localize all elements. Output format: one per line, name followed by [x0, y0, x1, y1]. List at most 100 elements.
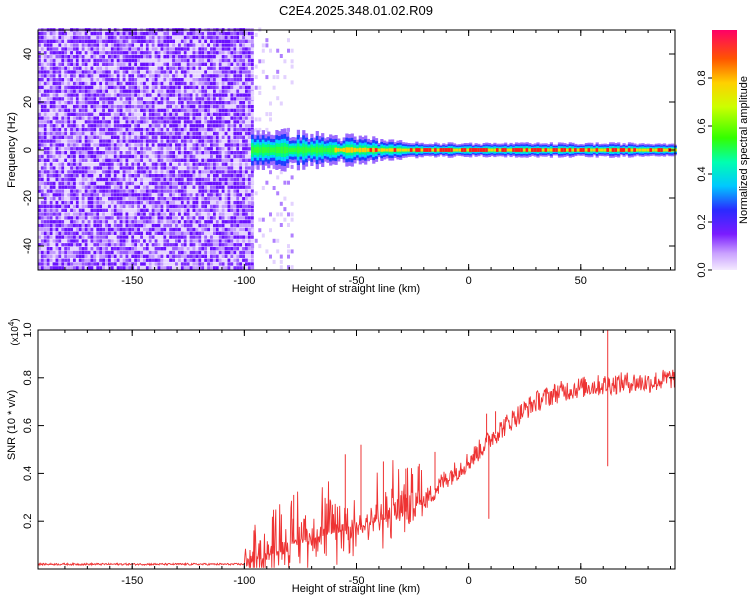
spectrogram-cell — [125, 104, 129, 109]
spectrogram-cell — [70, 151, 73, 155]
spectrogram-cell — [84, 112, 88, 116]
spectrogram-cell — [40, 55, 44, 59]
spectrogram-cell — [224, 220, 228, 224]
spectrogram-cell — [230, 62, 234, 66]
spectrogram-cell — [140, 193, 143, 197]
spectrogram-cell — [43, 158, 47, 162]
spectrogram-cell — [180, 220, 184, 224]
spectrogram-cell — [113, 262, 117, 266]
spectrogram-cell — [140, 243, 143, 247]
spectrogram-cell — [61, 74, 65, 78]
spectrogram-cell — [52, 197, 56, 201]
spectrogram-cell — [183, 124, 187, 128]
spectrogram-cell — [119, 131, 123, 136]
spectrogram-cell — [125, 258, 129, 262]
spectrogram-cell — [64, 235, 68, 239]
spectrogram-cell — [102, 239, 105, 243]
spectrogram-cell — [87, 104, 91, 109]
spectrogram-cell — [175, 239, 178, 243]
spectrogram-cell — [108, 170, 111, 174]
spectrogram-cell — [227, 204, 231, 209]
spectrogram-cell — [87, 189, 91, 193]
spectrogram-cell — [154, 216, 158, 220]
spectrogram-cell — [140, 177, 143, 182]
spectrogram-cell — [61, 162, 65, 166]
spectrogram-cell — [87, 220, 91, 224]
spectrogram-cell — [137, 78, 140, 82]
spectrogram-cell — [198, 204, 202, 209]
spectrogram-cell — [116, 143, 120, 147]
spectrogram-cell — [154, 35, 158, 40]
spectrogram-cell — [198, 185, 202, 189]
spectrogram-cell — [233, 43, 237, 47]
spectrogram-cell — [145, 31, 149, 36]
spectrogram-cell — [218, 197, 222, 201]
spectrogram-cell — [143, 239, 146, 243]
spectrogram-cell — [61, 208, 65, 212]
spectrogram-cell — [227, 124, 231, 128]
spectrogram-cell — [38, 235, 41, 239]
spectrogram-cell — [73, 120, 76, 124]
spectrogram-cell — [61, 116, 65, 120]
spectrogram-cell — [210, 166, 213, 170]
spectrogram-cell — [175, 181, 178, 186]
spectrogram-cell — [70, 189, 73, 193]
spectrogram-cell — [242, 181, 245, 186]
spectrogram-cell — [261, 217, 265, 222]
spectrogram-cell — [242, 135, 245, 139]
spectrogram-cell — [180, 266, 184, 270]
spectrogram-cell — [78, 81, 82, 86]
spectrogram-cell — [180, 158, 184, 162]
spectrogram-cell — [163, 239, 167, 243]
spectrogram-cell — [247, 250, 251, 255]
spectrogram-cell — [151, 189, 155, 193]
spectrogram-cell — [119, 81, 123, 86]
spectrogram-cell — [61, 247, 65, 251]
spectrogram-cell — [201, 185, 205, 189]
spectrogram-cell — [99, 200, 103, 205]
spectrogram-cell — [81, 143, 85, 147]
spectrogram-cell — [70, 220, 73, 224]
spectrogram-cell — [169, 120, 173, 124]
spectrogram-cell — [58, 258, 62, 262]
spectrogram-cell — [183, 143, 187, 147]
spectrogram-cell — [49, 254, 53, 258]
spectrogram-cell — [75, 166, 79, 170]
spectrogram-cell — [78, 108, 82, 113]
spectrogram-cell — [84, 216, 88, 220]
spectrogram-cell — [78, 235, 82, 239]
spectrogram-cell — [198, 35, 202, 40]
spectrogram-cell — [64, 124, 68, 128]
spectrogram-cell — [128, 231, 132, 235]
spectrogram-cell — [125, 43, 129, 47]
spectrogram-cell — [81, 131, 85, 136]
spectrogram-cell — [61, 147, 65, 151]
spectrogram-cell — [43, 266, 47, 270]
spectrogram-cell — [122, 208, 126, 212]
spectrogram-cell — [204, 243, 208, 247]
spectrogram-cell — [242, 124, 245, 128]
spectrogram-cell — [38, 197, 41, 201]
spectrogram-cell — [122, 127, 126, 132]
spectrogram-cell — [201, 220, 205, 224]
spectrogram-cell — [166, 235, 170, 239]
spectrogram-cell — [233, 254, 237, 258]
spectrogram-cell — [207, 216, 210, 220]
spectrogram-cell — [195, 262, 199, 266]
spectrogram-cell — [96, 174, 100, 178]
spectrogram-cell — [116, 185, 120, 189]
spectrogram-cell — [180, 51, 184, 55]
spectrogram-cell — [160, 135, 164, 139]
spectrogram-cell — [108, 220, 111, 224]
spectrogram-cell — [113, 143, 117, 147]
spectrogram-cell — [224, 116, 228, 120]
spectrogram-cell — [105, 151, 108, 155]
spectrogram-cell — [157, 97, 161, 101]
spectrogram-cell — [73, 262, 76, 266]
spectrogram-cell — [175, 131, 178, 136]
spectrogram-cell — [46, 250, 50, 255]
spectrogram-cell — [102, 116, 105, 120]
spectrogram-cell — [287, 38, 290, 43]
spectrogram-cell — [154, 81, 158, 86]
spectrogram-cell — [137, 135, 140, 139]
